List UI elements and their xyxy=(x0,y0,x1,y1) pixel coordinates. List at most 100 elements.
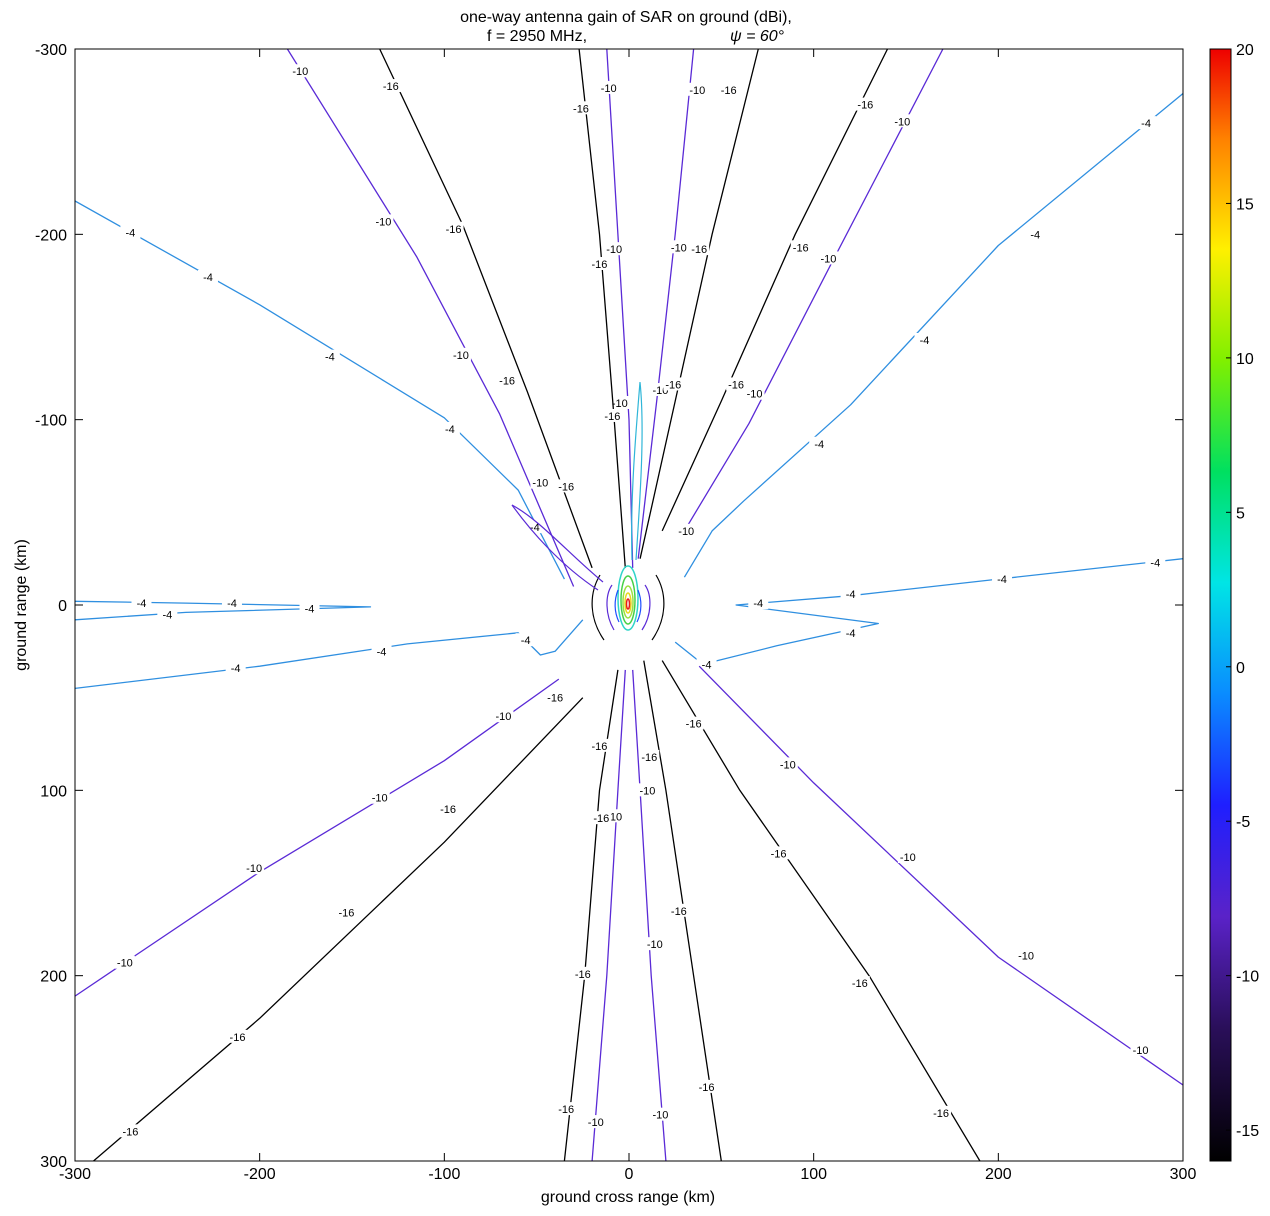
contour-label: -4 xyxy=(846,589,856,601)
colorbar-ticks: 20 15 10 5 0 -5 -10 -15 xyxy=(1226,42,1259,1140)
contour-label: -16 xyxy=(558,481,574,493)
contour-label-bg xyxy=(225,661,246,675)
contour-label-bg xyxy=(244,861,265,875)
contour-label-bg xyxy=(687,82,708,96)
contour-label: -10 xyxy=(1018,950,1034,962)
contour-label-bg xyxy=(1145,555,1166,569)
center-ring-cyan xyxy=(617,565,639,631)
contour-label-bg xyxy=(696,657,717,671)
contour-label: -10 xyxy=(678,526,694,538)
contour-label-bg xyxy=(290,64,311,78)
contour-label: -16 xyxy=(793,242,809,254)
x-tick-label: -100 xyxy=(428,1166,460,1183)
contour-label-bg xyxy=(849,976,870,990)
contour-label-bg xyxy=(1025,227,1046,241)
contour-line-level-neg4 xyxy=(75,200,565,580)
x-tick-label: -200 xyxy=(244,1166,276,1183)
contour-label-bg xyxy=(892,114,913,128)
contour-label: -16 xyxy=(383,81,399,93)
contour-label-bg xyxy=(768,846,789,860)
y-axis-title: ground range (km) xyxy=(13,539,30,671)
contour-label: -4 xyxy=(231,663,241,675)
contour-line-level-neg16 xyxy=(639,49,759,559)
contour-label: -16 xyxy=(593,813,609,825)
contour-label: -4 xyxy=(126,227,136,239)
contour-label: -16 xyxy=(230,1032,246,1044)
colorbar-tick-label: -15 xyxy=(1236,1123,1259,1140)
contour-line-level-neg16 xyxy=(563,669,619,1161)
center-ring-lightgreen xyxy=(622,585,634,619)
contour-label-bg xyxy=(602,408,623,422)
contour-label-bg xyxy=(689,242,710,256)
contour-label: -10 xyxy=(780,759,796,771)
center-beam xyxy=(511,381,665,641)
contour-label: -10 xyxy=(453,350,469,362)
contour-label-bg xyxy=(650,1107,671,1121)
contour-label: -4 xyxy=(530,522,540,534)
contour-line-level-neg16 xyxy=(93,697,584,1161)
center-sidelobe-right xyxy=(641,584,651,631)
contour-label: -10 xyxy=(292,66,308,78)
contour-label: -10 xyxy=(747,389,763,401)
contour-label-bg xyxy=(639,749,660,763)
contour-label: -16 xyxy=(852,978,868,990)
contour-label: -10 xyxy=(894,116,910,128)
contour-label: -4 xyxy=(305,604,315,616)
contour-label-bg xyxy=(319,349,340,363)
contour-label: -10 xyxy=(606,244,622,256)
contour-label-bg xyxy=(497,373,518,387)
contour-label: -10 xyxy=(652,1110,668,1122)
contour-label-bg xyxy=(545,690,566,704)
contour-label: -4 xyxy=(325,352,335,364)
contour-label-bg xyxy=(777,757,798,771)
contour-label-bg xyxy=(668,240,689,254)
contour-label-bg xyxy=(818,251,839,265)
contour-label-bg xyxy=(438,801,459,815)
contour-label-bg xyxy=(790,240,811,254)
contour-label-bg xyxy=(589,256,610,270)
contour-label: -16 xyxy=(857,100,873,112)
y-tick-label: 300 xyxy=(40,1154,67,1171)
contour-label-bg xyxy=(604,242,625,256)
contour-label-bg xyxy=(369,790,390,804)
contour-label-bg xyxy=(637,783,658,797)
contour-label-bg xyxy=(299,601,320,615)
contour-label-bg xyxy=(589,738,610,752)
contour-label: -4 xyxy=(997,574,1007,586)
contour-label-bg xyxy=(598,80,619,94)
contour-label: -10 xyxy=(612,398,628,410)
contour-label-bg xyxy=(530,475,551,489)
contour-line-level-neg10 xyxy=(286,49,575,587)
contour-label: -4 xyxy=(846,628,856,640)
x-tick-label: 300 xyxy=(1170,1166,1197,1183)
contour-label: -4 xyxy=(377,646,387,658)
contour-label: -16 xyxy=(691,244,707,256)
contour-line-level-neg16 xyxy=(643,660,722,1161)
center-ring-yellow xyxy=(624,592,632,614)
contour-label-bg xyxy=(855,97,876,111)
contour-label-bg xyxy=(591,811,612,825)
colorbar-tick-label: 15 xyxy=(1236,196,1254,213)
contour-label: -16 xyxy=(686,719,702,731)
x-tick-label: 0 xyxy=(625,1166,634,1183)
contour-label-bg xyxy=(1130,1042,1151,1056)
contour-label: -16 xyxy=(573,103,589,115)
contour-label: -10 xyxy=(117,958,133,970)
contour-label: -16 xyxy=(671,906,687,918)
contour-label: -16 xyxy=(440,804,456,816)
colorbar-tick-label: 20 xyxy=(1236,42,1254,59)
contour-label: -16 xyxy=(499,376,515,388)
contour-label-bg xyxy=(556,479,577,493)
contour-line-level-neg4 xyxy=(683,92,1183,578)
contour-label: -16 xyxy=(575,969,591,981)
contour-label: -4 xyxy=(702,659,712,671)
contour-label: -10 xyxy=(1133,1045,1149,1057)
center-sidelobe-left-2 xyxy=(591,574,605,641)
center-lobe-upper-left-2 xyxy=(511,504,599,591)
contour-label-bg xyxy=(1016,948,1037,962)
x-tick-label: -300 xyxy=(59,1166,91,1183)
contour-label-bg xyxy=(1136,116,1157,130)
contour-label: -10 xyxy=(647,939,663,951)
contour-label-bg xyxy=(718,82,739,96)
colorbar-tick-label: -5 xyxy=(1236,814,1250,831)
